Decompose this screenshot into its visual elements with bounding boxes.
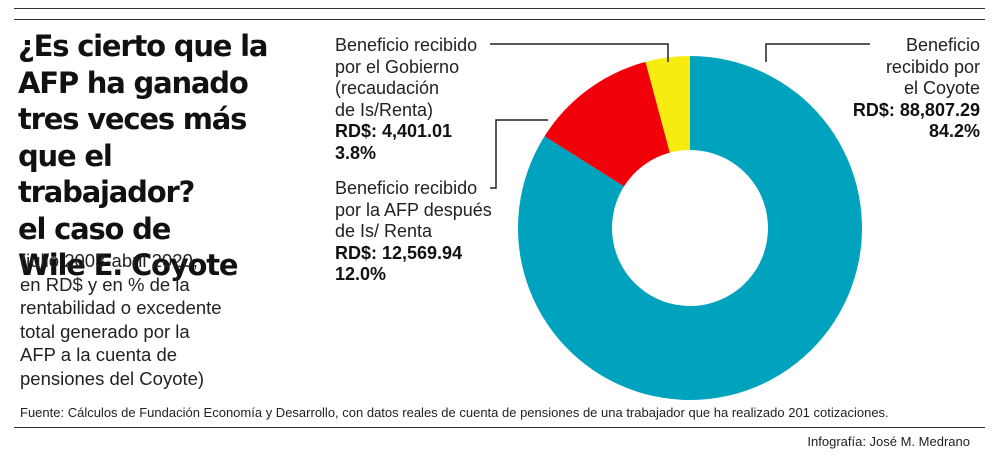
annotation-label-line: recibido por: [885, 56, 980, 77]
subtitle-line: AFP a la cuenta de: [20, 344, 178, 365]
leader-line-coyote: [765, 43, 870, 62]
leader-line-government: [490, 43, 669, 62]
annotation-percent: 12.0%: [335, 264, 387, 284]
top-rule-thin: [14, 19, 985, 20]
annotation-value: RD$: 12,569.94: [335, 242, 463, 263]
leader-line-afp: [490, 119, 548, 189]
title-line: el caso de: [18, 211, 171, 246]
subtitle-line: rentabilidad o excedente: [20, 297, 222, 318]
subtitle-line: en RD$ y en % de la: [20, 273, 190, 295]
title-line: que el trabajador?: [18, 138, 195, 210]
annotation-value: RD$: 88,807.29: [852, 99, 980, 120]
annotation-label-line: el Coyote: [903, 78, 980, 98]
slice-coyote: [518, 56, 862, 400]
annotation-label-line: (recaudación: [335, 78, 440, 98]
top-rule: [14, 8, 985, 9]
subtitle: (julio 2003-abril 2020, en RD$ y en % de…: [20, 249, 260, 390]
credit: Infografía: José M. Medrano: [807, 434, 970, 449]
title-line: ¿Es cierto que la: [18, 29, 268, 63]
subtitle-line: pensiones del Coyote): [20, 367, 205, 389]
slice-afp: [544, 61, 670, 187]
subtitle-line: (julio 2003-abril 2020,: [20, 250, 198, 271]
page-title: ¿Es cierto que la AFP ha ganado tres vec…: [18, 28, 288, 284]
annotation-afp: Beneficio recibido por la AFP después de…: [335, 178, 515, 286]
title-line: tres veces más: [18, 102, 247, 136]
annotation-government: Beneficio recibido por el Gobierno (reca…: [335, 35, 515, 164]
annotation-percent: 3.8%: [335, 142, 377, 163]
annotation-label-line: por el Gobierno: [335, 56, 460, 77]
bottom-rule: [14, 427, 985, 428]
annotation-label-line: por la AFP después: [335, 199, 492, 220]
title-line: Wile E. Coyote: [18, 248, 239, 282]
annotation-percent: 84.2%: [928, 121, 980, 141]
slice-government: [645, 56, 690, 153]
annotation-label-line: Beneficio recibido: [335, 178, 478, 198]
annotation-label-line: Beneficio recibido: [335, 35, 478, 55]
annotation-label-line: de Is/Renta): [335, 99, 434, 120]
subtitle-line: total generado por la: [20, 320, 190, 342]
annotation-label-line: de Is/ Renta: [335, 221, 433, 241]
annotation-coyote: Beneficio recibido por el Coyote RD$: 88…: [825, 35, 980, 143]
title-line: AFP ha ganado: [18, 65, 249, 100]
source-footnote: Fuente: Cálculos de Fundación Economía y…: [20, 405, 889, 420]
annotation-label-line: Beneficio: [905, 35, 980, 55]
annotation-value: RD$: 4,401.01: [335, 121, 453, 141]
